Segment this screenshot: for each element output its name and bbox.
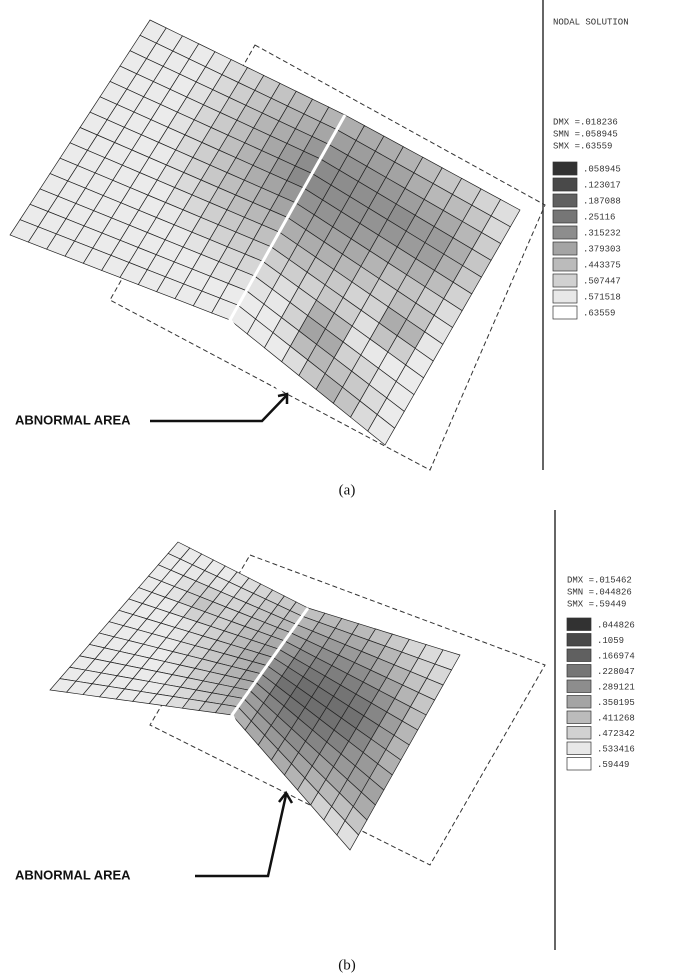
legend-level: .058945	[583, 164, 621, 174]
annotation: ABNORMAL AREA	[15, 867, 131, 882]
legend-swatch	[552, 305, 578, 320]
legend-level: .289121	[597, 682, 635, 692]
legend-level: .1059	[597, 636, 624, 646]
legend-swatch	[552, 177, 578, 192]
legend-level: .123017	[583, 180, 621, 190]
legend-swatch	[566, 726, 592, 740]
arrow	[195, 794, 288, 878]
legend-swatch	[566, 648, 592, 662]
mesh-cell	[367, 414, 396, 446]
legend-stat: SMX =.63559	[553, 141, 612, 151]
legend-level: .59449	[597, 760, 629, 770]
legend-level: .443375	[583, 260, 621, 270]
legend-level: .533416	[597, 744, 635, 754]
fold-line	[230, 607, 310, 783]
legend-stat: DMX =.018236	[553, 117, 618, 127]
panel-label: (b)	[338, 957, 356, 973]
legend-swatch	[566, 633, 592, 647]
legend-swatch	[552, 289, 578, 304]
legend-level: .379303	[583, 244, 621, 254]
mesh-cell	[336, 820, 359, 851]
legend-swatch	[552, 209, 578, 224]
legend-level: .411268	[597, 713, 635, 723]
fold-line	[228, 114, 347, 399]
legend-swatch	[566, 664, 592, 678]
legend-level: .25116	[583, 212, 615, 222]
arrows	[150, 392, 294, 878]
legend-swatch	[552, 241, 578, 256]
legend-level: .044826	[597, 620, 635, 630]
arrow	[150, 395, 287, 423]
legend-swatch	[566, 617, 592, 631]
legend-swatch	[552, 257, 578, 272]
legend-level: .472342	[597, 729, 635, 739]
legend-swatch	[552, 161, 578, 176]
legend-level: .507447	[583, 276, 621, 286]
legend-swatch	[566, 695, 592, 709]
arrow-head	[277, 392, 289, 404]
legend-level: .228047	[597, 667, 635, 677]
legend-stat: DMX =.015462	[567, 575, 632, 585]
legend-swatch	[566, 741, 592, 755]
legend-stat: SMN =.058945	[553, 129, 618, 139]
legend-level: .315232	[583, 228, 621, 238]
legend-level: .63559	[583, 308, 615, 318]
arrow-head	[278, 790, 294, 804]
legend-stat: SMX =.59449	[567, 599, 626, 609]
legend-title: NODAL SOLUTION	[553, 17, 629, 27]
legend-level: .571518	[583, 292, 621, 302]
legend-swatch	[552, 193, 578, 208]
legend-level: .187088	[583, 196, 621, 206]
annotation: ABNORMAL AREA	[15, 412, 131, 427]
legend-swatch	[566, 710, 592, 724]
legend-swatch	[566, 757, 592, 771]
legend-swatch	[552, 225, 578, 240]
legend-level: .350195	[597, 698, 635, 708]
legend-swatch	[566, 679, 592, 693]
mesh-plots	[9, 19, 546, 866]
legend-stat: SMN =.044826	[567, 587, 632, 597]
legend-level: .166974	[597, 651, 635, 661]
panel-label: (a)	[339, 482, 356, 498]
legend-swatch	[552, 273, 578, 288]
